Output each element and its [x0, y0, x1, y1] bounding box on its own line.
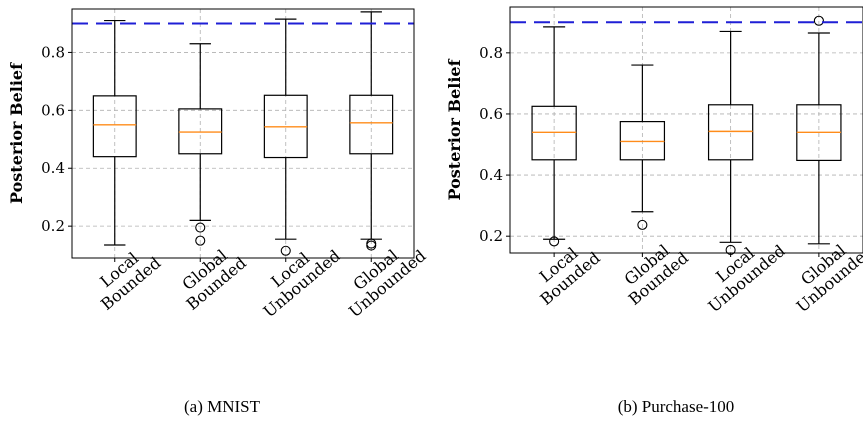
plot-frame	[509, 6, 863, 254]
panel-caption: (a) MNIST	[184, 397, 261, 416]
box-3	[349, 11, 394, 251]
x-tick-label: GlobalBounded	[613, 234, 692, 309]
y-tick-label: 0.2	[479, 227, 503, 245]
iqr-box	[92, 95, 137, 158]
box-0	[92, 19, 137, 246]
outlier-point	[813, 15, 824, 26]
box-3	[796, 15, 842, 245]
outlier-point	[637, 219, 648, 230]
iqr-box	[619, 120, 666, 161]
y-tick-label: 0.6	[479, 105, 503, 123]
box-1	[619, 64, 666, 230]
panel-mnist: 0.2 0.4 0.6 0.8 LocalBounded GlobalBounded Loc…	[7, 8, 430, 416]
outlier-point	[280, 245, 291, 256]
y-tick-label: 0.8	[41, 43, 65, 61]
y-tick-label: 0.4	[479, 166, 503, 184]
x-tick-label: GlobalUnbounded	[334, 232, 430, 321]
x-tick-label: LocalBounded	[86, 239, 165, 314]
iqr-box	[178, 108, 223, 155]
iqr-box	[707, 104, 754, 161]
y-axis-label: Posterior Belief	[7, 62, 26, 204]
box-2	[263, 18, 308, 256]
box-0	[531, 26, 577, 247]
box-1	[178, 43, 223, 246]
outlier-point	[195, 235, 206, 246]
panel-purchase-100: 0.2 0.4 0.6 0.8 LocalBounded GlobalBounded Loc…	[445, 6, 863, 416]
x-tick-label: LocalUnbounded	[693, 227, 789, 316]
iqr-box	[349, 94, 394, 155]
x-tick-label: LocalUnbounded	[248, 232, 344, 321]
y-tick-label: 0.6	[41, 101, 65, 119]
y-tick-label: 0.2	[41, 217, 65, 235]
outlier-point	[549, 236, 560, 247]
y-axis-label: Posterior Belief	[445, 58, 464, 200]
box-2	[707, 30, 754, 255]
x-tick-label: GlobalUnbounded	[781, 227, 863, 316]
outlier-point	[195, 222, 206, 233]
y-tick-label: 0.8	[479, 44, 503, 62]
y-tick-label: 0.4	[41, 159, 65, 177]
x-tick-label: GlobalBounded	[171, 239, 250, 314]
outlier-point	[366, 240, 377, 251]
x-tick-label: LocalBounded	[525, 234, 604, 309]
plot-frame	[71, 8, 415, 259]
panel-caption: (b) Purchase-100	[618, 397, 735, 416]
iqr-box	[531, 105, 577, 161]
